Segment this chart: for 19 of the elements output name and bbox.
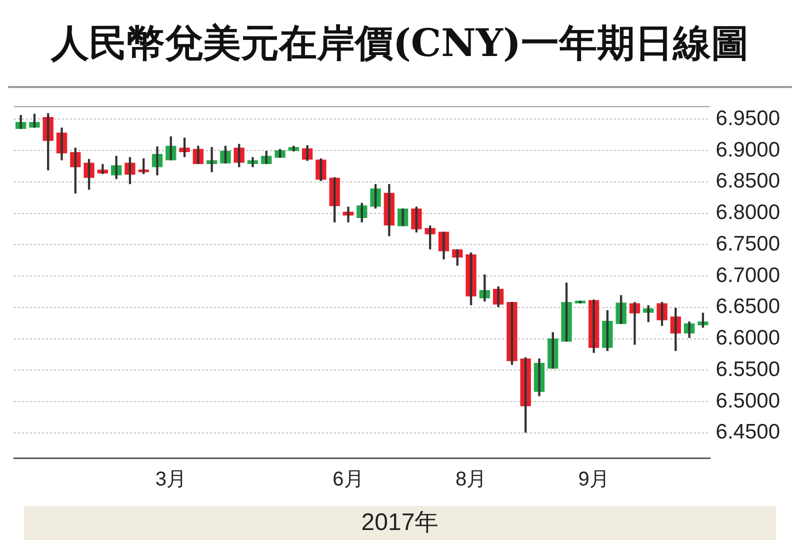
y-tick-label: 6.9500 — [716, 106, 780, 130]
x-tick-label: 8月 — [455, 468, 487, 491]
y-tick-label: 6.6000 — [716, 326, 780, 350]
y-tick-label: 6.5500 — [716, 358, 780, 381]
x-axis-title: 2017年 — [24, 506, 776, 540]
chart-title: 人民幣兌美元在岸價(CNY)一年期日線圖 — [8, 0, 792, 88]
y-tick-label: 6.6500 — [716, 295, 780, 318]
y-tick-label: 6.5000 — [716, 389, 780, 412]
x-tick-label: 9月 — [578, 468, 610, 491]
y-tick-label: 6.4500 — [716, 420, 780, 444]
y-tick-label: 6.8500 — [716, 170, 780, 193]
y-tick-label: 6.7500 — [716, 232, 780, 256]
y-tick-label: 6.8000 — [716, 201, 780, 224]
candlestick — [574, 300, 586, 304]
y-tick-label: 6.7000 — [716, 264, 780, 287]
y-tick-label: 6.9000 — [716, 138, 780, 162]
x-tick-label: 6月 — [332, 468, 364, 491]
x-tick-label: 3月 — [155, 468, 186, 491]
candlestick — [397, 208, 408, 226]
